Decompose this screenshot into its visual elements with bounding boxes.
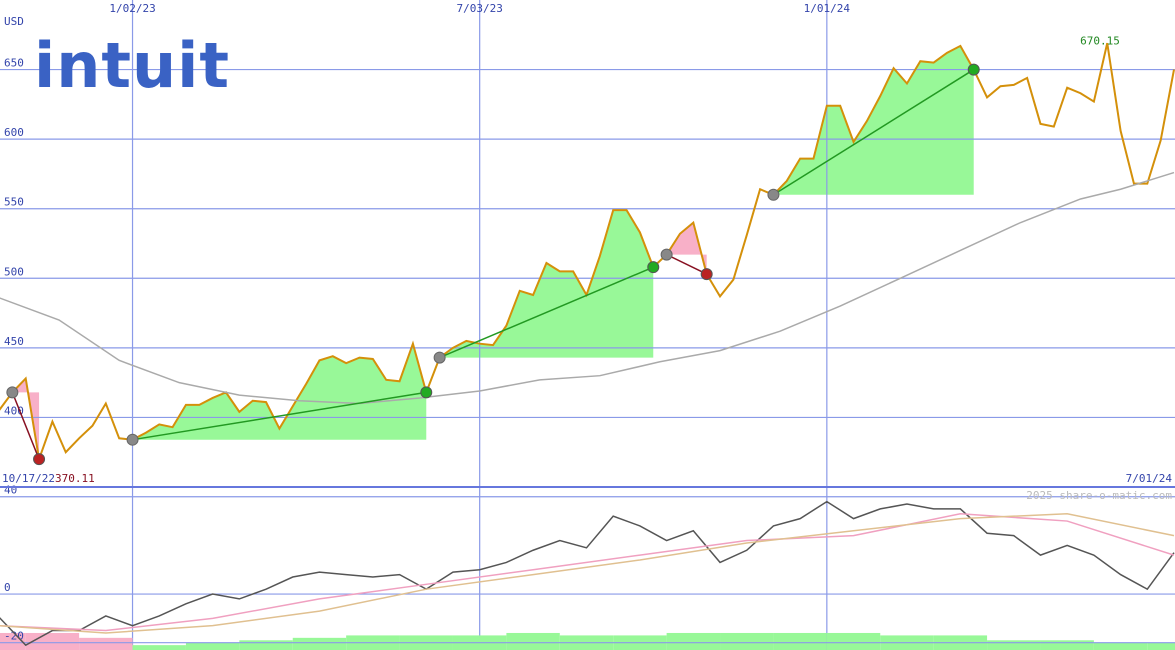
x-tick-label: 7/03/23 bbox=[457, 2, 503, 15]
histogram-bar bbox=[1093, 642, 1148, 650]
series-line bbox=[0, 513, 1175, 634]
histogram-bar bbox=[826, 632, 881, 650]
trade-area bbox=[132, 343, 427, 440]
trade-entry bbox=[767, 188, 780, 201]
series-line bbox=[0, 42, 1175, 464]
trade-exit bbox=[420, 386, 433, 399]
high-label: 670.15 bbox=[1080, 35, 1120, 48]
trade-entry bbox=[660, 248, 673, 261]
trade-entry bbox=[6, 386, 19, 399]
histogram-bar bbox=[79, 637, 133, 650]
trade-area bbox=[439, 210, 654, 358]
histogram-bar bbox=[987, 640, 1041, 650]
y-tick-label: 650 bbox=[4, 57, 24, 70]
series-line bbox=[0, 513, 1175, 632]
start-date: 10/17/22 bbox=[2, 472, 55, 485]
y-tick-label: 0 bbox=[4, 581, 11, 594]
histogram-bar bbox=[239, 640, 293, 650]
histogram-bar bbox=[1147, 642, 1175, 650]
low-label: 370.11 bbox=[55, 472, 95, 485]
trade-entry bbox=[433, 351, 446, 364]
trade-line bbox=[11, 392, 40, 460]
histogram-bar bbox=[773, 632, 827, 650]
y-tick-label: 40 bbox=[4, 484, 17, 497]
histogram-bar bbox=[132, 645, 186, 650]
histogram-bar bbox=[0, 632, 26, 650]
histogram-bar bbox=[1040, 640, 1094, 650]
x-tick-label: 1/02/23 bbox=[109, 2, 155, 15]
histogram-bar bbox=[720, 632, 774, 650]
trade-line bbox=[773, 68, 975, 196]
end-date: 7/01/24 bbox=[1126, 472, 1173, 485]
trade-exit bbox=[33, 453, 46, 466]
series-line bbox=[0, 500, 1175, 647]
unit-label: USD bbox=[4, 15, 24, 28]
histogram-bar bbox=[185, 642, 240, 650]
trade-area bbox=[773, 45, 974, 195]
histogram-bar bbox=[666, 632, 721, 650]
y-tick-label: 500 bbox=[4, 265, 24, 278]
watermark: 2025 share-o-matic.com bbox=[1026, 489, 1172, 502]
trade-area bbox=[12, 378, 40, 460]
trade-line bbox=[132, 391, 427, 441]
trade-exit bbox=[700, 268, 713, 281]
y-tick-label: -20 bbox=[4, 630, 24, 643]
series-line bbox=[0, 171, 1175, 405]
x-tick-label: 1/01/24 bbox=[804, 2, 851, 15]
y-tick-label: 550 bbox=[4, 196, 24, 209]
histogram-bar bbox=[292, 637, 347, 650]
trade-exit bbox=[647, 261, 660, 274]
trade-exit bbox=[967, 63, 980, 76]
histogram-bar bbox=[506, 632, 560, 650]
trade-entry bbox=[126, 433, 139, 446]
y-tick-label: 450 bbox=[4, 335, 24, 348]
trade-line bbox=[666, 253, 707, 275]
y-tick-label: 600 bbox=[4, 126, 24, 139]
logo: intuit bbox=[34, 29, 230, 102]
trade-line bbox=[439, 266, 654, 359]
